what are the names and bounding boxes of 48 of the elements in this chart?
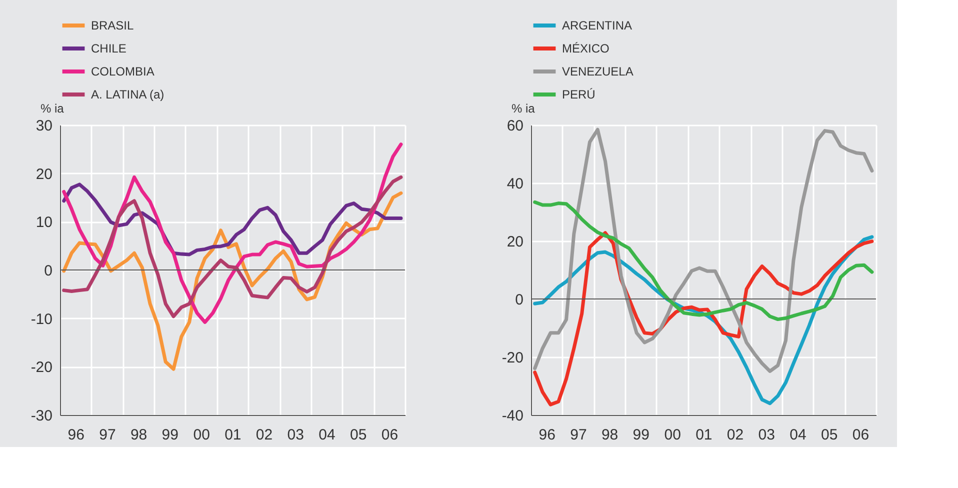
- y-tick-label: 20: [506, 234, 524, 250]
- x-tick-label: 02: [726, 426, 744, 444]
- y-tick-label: 40: [506, 176, 524, 192]
- y-tick-label: -20: [30, 359, 52, 376]
- legend-label: MÉXICO: [562, 42, 610, 56]
- y-tick-label: -10: [30, 310, 52, 328]
- x-tick-label: 00: [193, 426, 210, 444]
- legend-label: BRASIL: [91, 18, 134, 32]
- x-tick-label: 01: [224, 426, 242, 444]
- legend-label: CHILE: [91, 42, 126, 56]
- x-tick-label: 97: [570, 426, 587, 444]
- y-tick-label: -30: [30, 408, 52, 424]
- x-tick-label: 98: [601, 426, 618, 444]
- x-tick-label: 02: [256, 426, 273, 444]
- x-tick-label: 03: [287, 426, 304, 444]
- x-tick-label: 00: [664, 426, 681, 444]
- x-tick-label: 05: [350, 426, 367, 444]
- legend-label: COLOMBIA: [91, 64, 154, 78]
- y-tick-label: 20: [36, 166, 52, 183]
- y-tick-label: -40: [502, 408, 524, 424]
- x-tick-label: 03: [758, 426, 775, 444]
- x-tick-label: 06: [852, 426, 870, 444]
- x-tick-label: 04: [318, 426, 336, 444]
- x-tick-label: 05: [821, 426, 838, 444]
- legend-label: PERÚ: [562, 88, 596, 102]
- legend-label: ARGENTINA: [562, 18, 632, 32]
- x-tick-label: 99: [632, 426, 650, 444]
- y-tick-label: 30: [36, 118, 52, 134]
- x-tick-label: 06: [381, 426, 398, 444]
- line-series: [62, 175, 403, 318]
- line-series: [533, 128, 874, 373]
- y-tick-label: 60: [506, 118, 524, 134]
- y-axis-title: % ia: [40, 102, 64, 116]
- x-tick-label: 98: [130, 426, 148, 444]
- legend-label: A. LATINA (a): [91, 88, 164, 102]
- x-tick-label: 96: [538, 426, 556, 444]
- x-tick-label: 04: [790, 426, 806, 444]
- legend-label: VENEZUELA: [562, 64, 634, 78]
- y-tick-label: 0: [44, 262, 52, 280]
- x-tick-label: 01: [696, 426, 712, 444]
- x-tick-label: 97: [99, 426, 116, 444]
- x-tick-label: 99: [162, 426, 178, 444]
- x-tick-label: 96: [68, 426, 84, 444]
- y-tick-label: 10: [36, 214, 52, 232]
- line-series: [533, 200, 874, 322]
- y-tick-label: 0: [515, 292, 524, 308]
- y-axis-title: % ia: [512, 102, 536, 116]
- y-tick-label: -20: [502, 350, 524, 366]
